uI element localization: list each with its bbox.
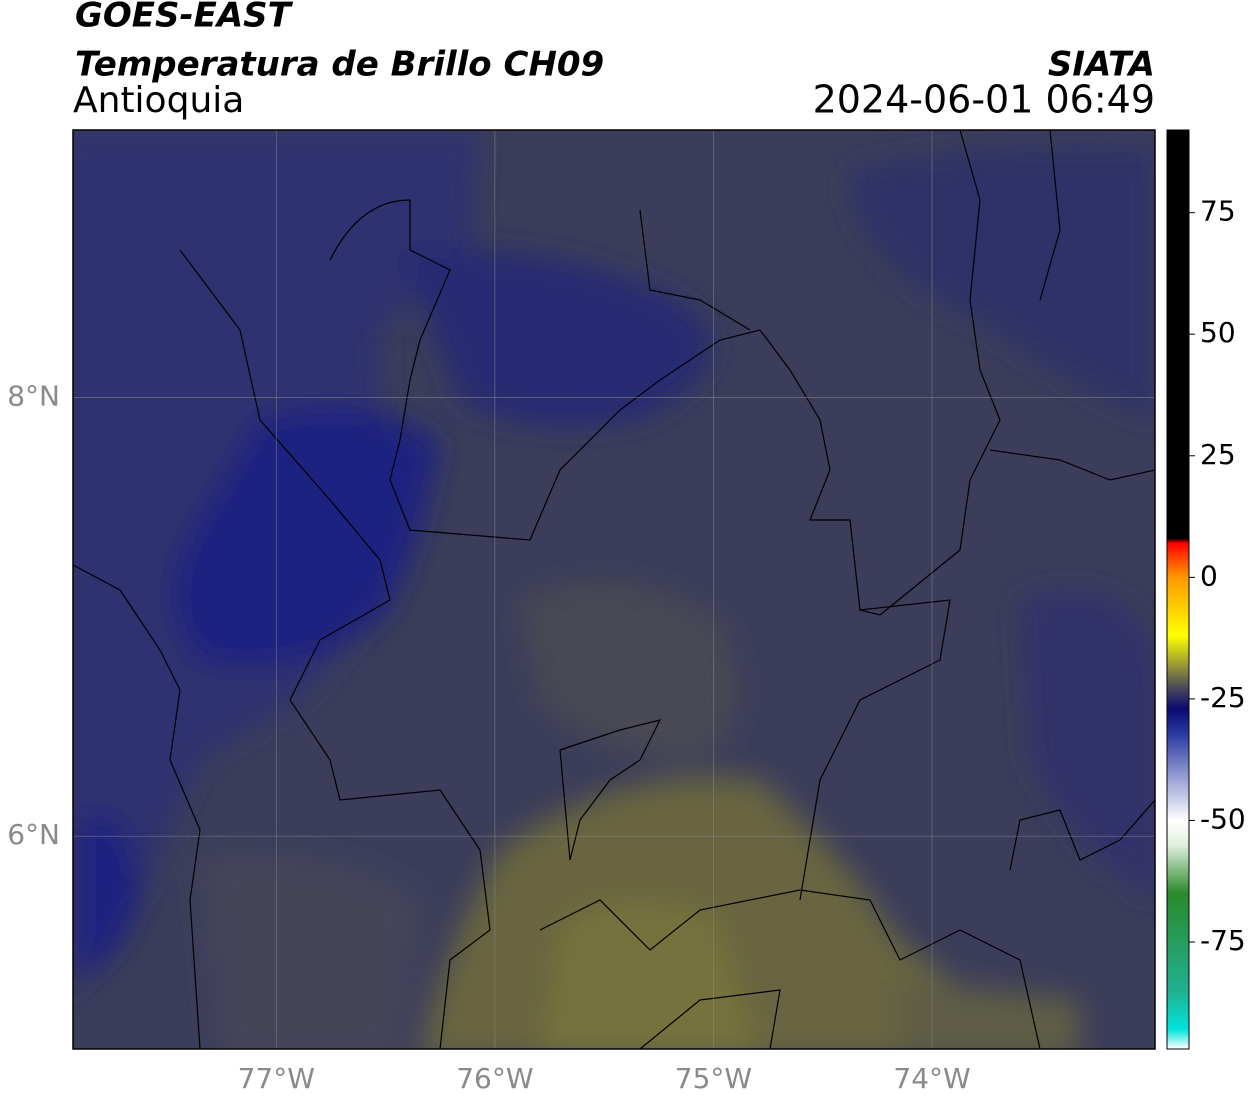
colorbar-tick-label: 25 — [1200, 438, 1236, 471]
map-frame — [72, 129, 1156, 1050]
x-tick-label: 74°W — [893, 1062, 970, 1095]
y-tick-label: 6°N — [7, 818, 60, 851]
colorbar-tick-label: -50 — [1200, 802, 1246, 835]
colorbar-tick-label: 0 — [1200, 559, 1218, 592]
colorbar-tick-label: -25 — [1200, 681, 1246, 714]
subtitle: Temperatura de Brillo CH09 — [75, 45, 604, 85]
title: GOES-EAST — [75, 0, 294, 36]
colorbar-tick-label: -75 — [1200, 924, 1246, 957]
colorbar-tick-label: 50 — [1200, 316, 1236, 349]
colorbar-tick-label: 75 — [1200, 195, 1236, 228]
x-tick-label: 76°W — [456, 1062, 533, 1095]
x-tick-label: 77°W — [238, 1062, 315, 1095]
region: Antioquia — [73, 80, 244, 121]
colorbar — [1166, 129, 1190, 1050]
datetime: 2024-06-01 06:49 — [813, 78, 1155, 122]
source: SIATA — [1048, 45, 1155, 85]
y-tick-label: 8°N — [7, 380, 60, 413]
satellite-image — [73, 130, 1155, 1049]
x-tick-label: 75°W — [675, 1062, 752, 1095]
